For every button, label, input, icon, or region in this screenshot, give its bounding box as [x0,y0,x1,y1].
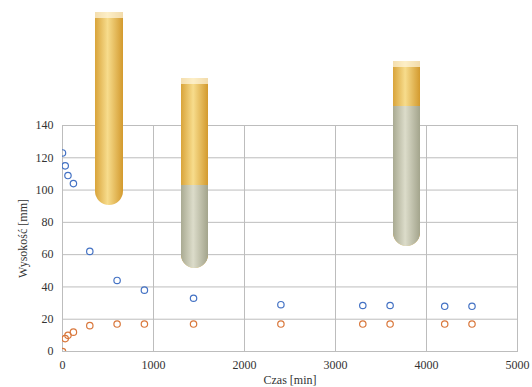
svg-text:100: 100 [36,183,54,197]
svg-text:40: 40 [42,280,54,294]
svg-text:60: 60 [42,247,54,261]
svg-text:140: 140 [36,118,54,132]
svg-text:Czas [min]: Czas [min] [264,373,317,387]
svg-text:0: 0 [48,344,54,358]
svg-text:1000: 1000 [142,358,166,372]
svg-text:4000: 4000 [415,358,439,372]
svg-text:80: 80 [42,215,54,229]
svg-text:3000: 3000 [324,358,348,372]
svg-text:0: 0 [60,358,66,372]
svg-text:20: 20 [42,312,54,326]
svg-text:5000: 5000 [506,358,530,372]
svg-text:2000: 2000 [233,358,257,372]
svg-text:Wysokość [mm]: Wysokość [mm] [16,199,30,278]
svg-text:120: 120 [36,151,54,165]
